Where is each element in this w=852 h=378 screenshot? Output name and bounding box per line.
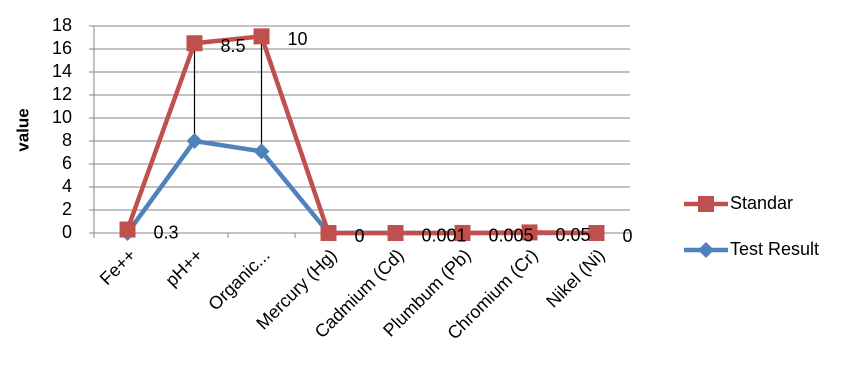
y-tick-label: 0 [62, 222, 72, 242]
data-point [588, 225, 605, 241]
y-tick-label: 18 [52, 15, 72, 35]
y-tick-label: 12 [52, 84, 72, 104]
data-point [253, 28, 270, 45]
y-tick-label: 16 [52, 38, 72, 58]
x-tick-label: Fe++ [96, 245, 140, 289]
data-label: 0 [355, 226, 365, 246]
legend-label: Standar [730, 193, 793, 213]
data-label: 0.001 [422, 226, 467, 246]
data-label: 8.5 [221, 36, 246, 56]
series-line [125, 34, 597, 236]
data-label: 0 [623, 226, 633, 246]
data-label: 10 [288, 29, 308, 49]
y-axis-label: value [13, 108, 32, 151]
y-tick-label: 6 [62, 153, 72, 173]
data-point [521, 224, 538, 241]
data-point [253, 143, 270, 160]
data-point [186, 133, 203, 149]
legend-marker [698, 242, 714, 258]
data-point [320, 225, 337, 241]
y-tick-label: 10 [52, 107, 72, 127]
x-tick-label: Nikel (Ni) [542, 245, 608, 311]
data-point [186, 35, 203, 52]
data-label: 0.05 [556, 225, 591, 245]
y-tick-label: 4 [62, 176, 72, 196]
data-point [119, 221, 136, 238]
y-tick-label: 2 [62, 199, 72, 219]
x-tick-label: Organic... [204, 245, 273, 314]
y-tick-label: 8 [62, 130, 72, 150]
y-tick-label: 14 [52, 61, 72, 81]
data-point [387, 224, 404, 241]
data-point [454, 224, 471, 241]
data-label: 0.005 [489, 226, 534, 246]
x-tick-label: pH++ [161, 245, 206, 290]
legend-marker [698, 196, 714, 212]
legend-label: Test Result [730, 239, 819, 259]
data-label: 0.3 [154, 222, 179, 242]
